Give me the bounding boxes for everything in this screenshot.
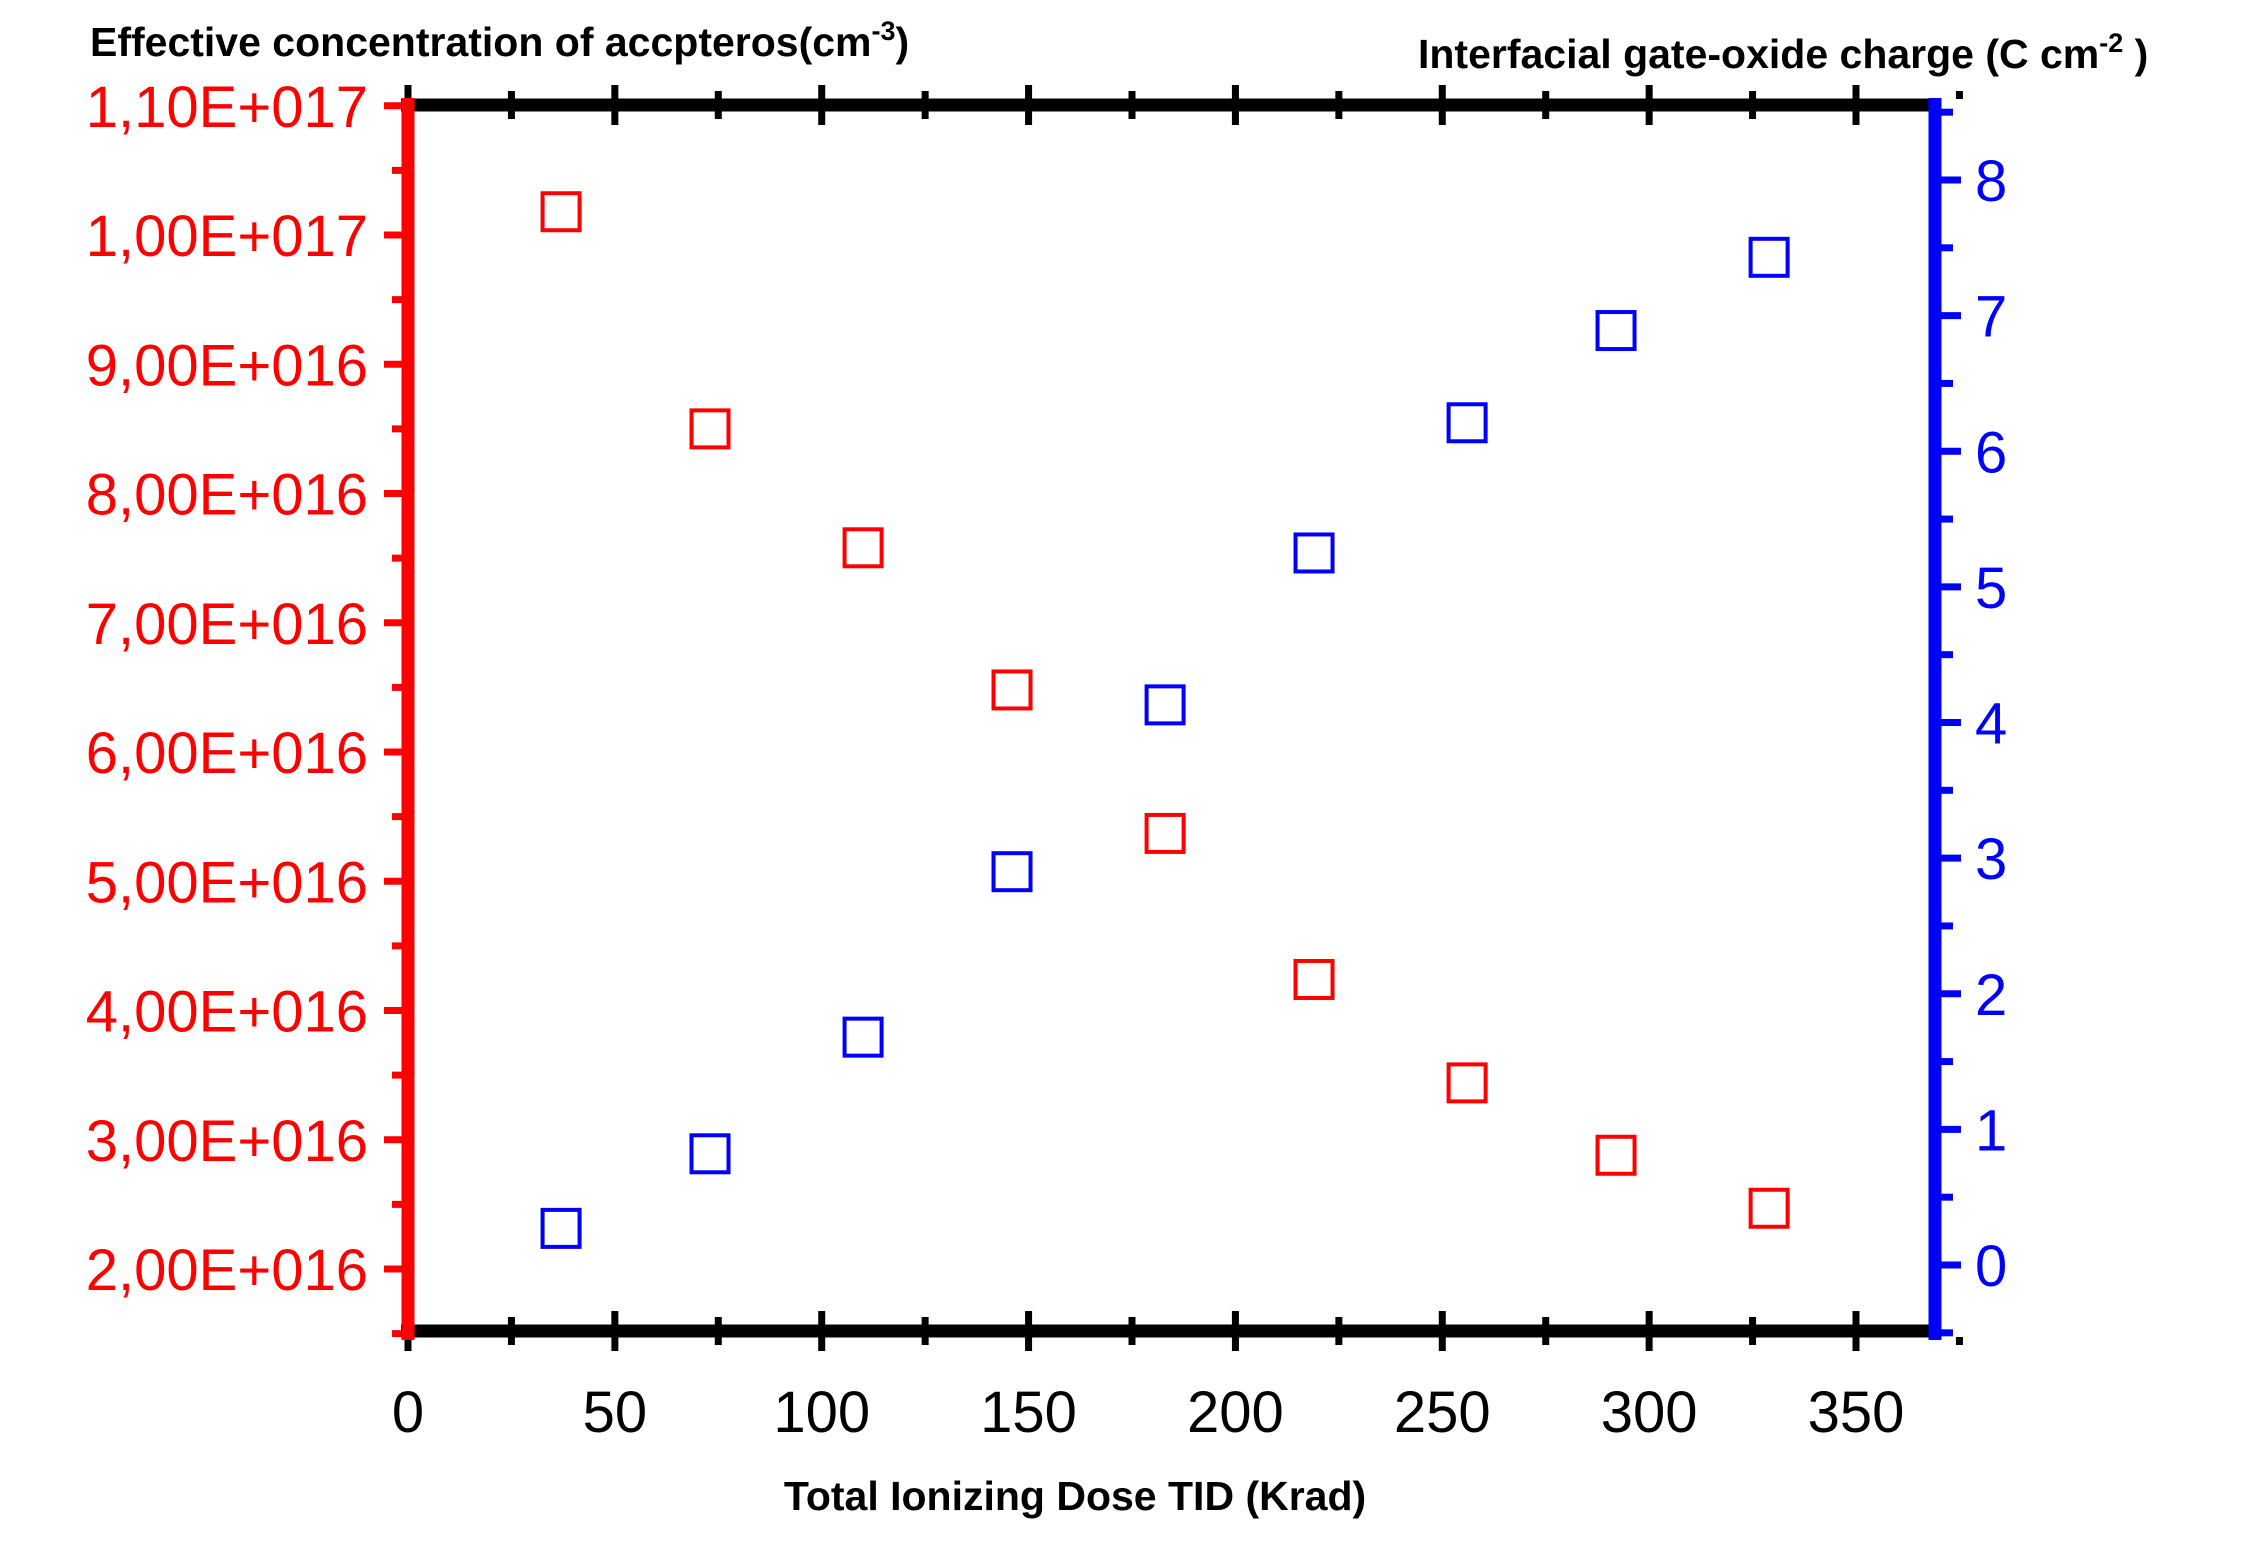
right-y-tick-label: 1 [1975, 1098, 2007, 1163]
blue-square-marker [689, 1133, 731, 1175]
red-square-marker [991, 669, 1033, 711]
x-tick-label: 200 [1187, 1380, 1284, 1445]
left-y-tick-label: 9,00E+016 [86, 333, 368, 398]
red-square-marker [689, 408, 731, 450]
x-tick-label: 150 [980, 1380, 1077, 1445]
right-y-tick-label: 5 [1975, 556, 2007, 621]
blue-square-marker [1595, 310, 1637, 352]
red-square-marker [1293, 958, 1335, 1000]
left-axis-title: Effective concentration of accpteros(cm-… [90, 16, 909, 65]
x-tick-label: 250 [1394, 1380, 1491, 1445]
red-square-marker [842, 527, 884, 569]
axis-ticks [384, 85, 1963, 1351]
red-square-marker [1748, 1187, 1790, 1229]
blue-square-marker [842, 1016, 884, 1058]
right-y-tick-label: 3 [1975, 827, 2007, 892]
right-y-tick-label: 0 [1975, 1234, 2007, 1299]
left-y-tick-label: 8,00E+016 [86, 463, 368, 528]
blue-square-marker [540, 1207, 582, 1249]
right-y-tick-label: 4 [1975, 692, 2007, 757]
blue-square-marker [1748, 236, 1790, 278]
blue-square-marker [1144, 684, 1186, 726]
right-y-tick-label: 7 [1975, 285, 2007, 350]
x-tick-label: 350 [1808, 1380, 1905, 1445]
blue-square-marker [991, 851, 1033, 893]
left-y-tick-label: 4,00E+016 [86, 980, 368, 1045]
right-y-tick-label: 2 [1975, 963, 2007, 1028]
left-y-tick-label: 1,10E+017 [86, 75, 368, 140]
blue-square-marker [1293, 532, 1335, 574]
left-y-tick-label: 1,00E+017 [86, 204, 368, 269]
right-axis-title: Interfacial gate-oxide charge (C cm-2 ) [1418, 28, 2148, 77]
left-y-tick-label: 7,00E+016 [86, 592, 368, 657]
left-y-tick-label: 5,00E+016 [86, 850, 368, 915]
blue-square-marker [1446, 402, 1488, 444]
x-tick-label: 50 [583, 1380, 648, 1445]
data-markers [540, 191, 1790, 1249]
right-y-tick-label: 6 [1975, 420, 2007, 485]
left-y-tick-label: 3,00E+016 [86, 1109, 368, 1174]
axis-tick-labels: 0 50 100 150 200 250 300 3501,10E+0171,00E+0179… [86, 75, 2007, 1445]
red-square-marker [1446, 1062, 1488, 1104]
right-y-tick-label: 8 [1975, 149, 2007, 214]
x-tick-label: 0 [392, 1380, 424, 1445]
x-tick-label: 100 [773, 1380, 870, 1445]
x-axis-title: Total Ionizing Dose TID (Krad) [784, 1473, 1366, 1519]
red-square-marker [1595, 1134, 1637, 1176]
x-tick-label: 300 [1601, 1380, 1698, 1445]
red-square-marker [1144, 812, 1186, 854]
left-y-tick-label: 6,00E+016 [86, 721, 368, 786]
red-square-marker [540, 191, 582, 233]
left-y-tick-label: 2,00E+016 [86, 1238, 368, 1303]
